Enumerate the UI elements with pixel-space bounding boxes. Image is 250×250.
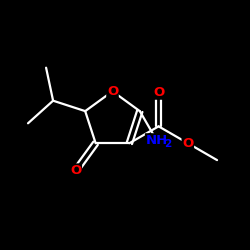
Text: O: O xyxy=(107,85,118,98)
Text: O: O xyxy=(182,137,194,150)
Text: O: O xyxy=(70,164,82,177)
Text: O: O xyxy=(153,86,164,99)
Text: NH: NH xyxy=(146,134,168,147)
Text: 2: 2 xyxy=(164,139,171,149)
